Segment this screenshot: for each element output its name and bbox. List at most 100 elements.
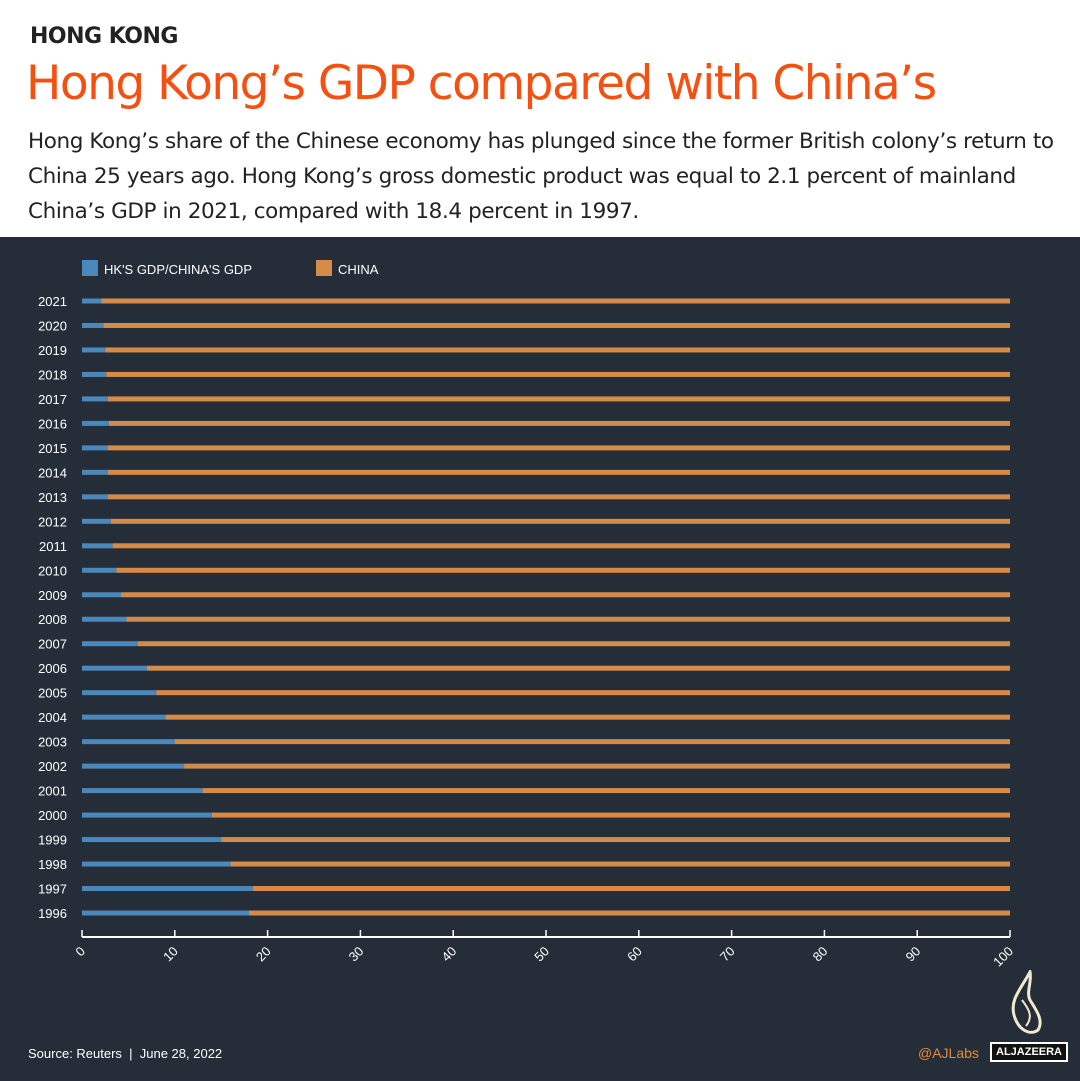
y-tick-label: 2006 xyxy=(38,661,67,676)
y-tick-label: 2014 xyxy=(38,465,67,480)
y-tick-label: 2004 xyxy=(38,710,67,725)
y-tick-label: 1999 xyxy=(38,833,67,848)
bar-hk xyxy=(82,347,106,353)
source-note: Source: Reuters | June 28, 2022 xyxy=(28,1046,223,1061)
y-tick-label: 1997 xyxy=(38,882,67,897)
kicker: HONG KONG xyxy=(30,24,178,49)
x-tick-label: 80 xyxy=(810,944,831,965)
bar-china xyxy=(221,837,1010,843)
bar-china xyxy=(107,469,1010,475)
y-tick-label: 2018 xyxy=(38,367,67,382)
x-tick-label: 50 xyxy=(531,944,552,965)
legend-swatch xyxy=(82,260,98,276)
legend-label: CHINA xyxy=(338,262,379,277)
y-tick-label: 2019 xyxy=(38,343,67,358)
bar-hk xyxy=(82,469,108,475)
bar-china xyxy=(202,788,1010,794)
bar-hk xyxy=(82,494,108,500)
brand-logo: ALJAZEERA xyxy=(990,1042,1069,1062)
handle: @AJLabs xyxy=(918,1045,979,1061)
x-tick-label: 70 xyxy=(717,944,738,965)
bar-china xyxy=(101,298,1011,304)
bar-china xyxy=(156,690,1011,696)
bar-hk xyxy=(82,763,185,769)
bar-china xyxy=(107,494,1010,500)
bar-hk xyxy=(82,861,231,867)
bar-hk xyxy=(82,396,108,402)
y-tick-label: 2007 xyxy=(38,637,67,652)
bar-hk xyxy=(82,788,203,794)
bar-hk xyxy=(82,690,157,696)
bar-china xyxy=(103,322,1011,328)
y-tick-label: 2013 xyxy=(38,490,67,505)
bar-china xyxy=(252,886,1010,892)
bar-china xyxy=(211,812,1011,818)
y-tick-label: 2012 xyxy=(38,514,67,529)
bar-hk xyxy=(82,567,117,573)
x-tick-label: 10 xyxy=(160,944,181,965)
bar-hk xyxy=(82,886,253,892)
legend-swatch xyxy=(316,260,332,276)
bar-hk xyxy=(82,518,111,524)
y-tick-label: 2015 xyxy=(38,441,67,456)
y-tick-label: 2008 xyxy=(38,612,67,627)
legend-label: HK'S GDP/CHINA'S GDP xyxy=(104,262,252,277)
y-tick-label: 2002 xyxy=(38,759,67,774)
y-tick-label: 2017 xyxy=(38,392,67,407)
y-tick-label: 2009 xyxy=(38,588,67,603)
chart-title: Hong Kong’s GDP compared with China’s xyxy=(26,56,937,111)
bar-hk xyxy=(82,298,102,304)
bar-hk xyxy=(82,445,108,451)
bar-hk xyxy=(82,371,107,377)
y-tick-label: 2011 xyxy=(39,539,67,554)
y-tick-label: 2000 xyxy=(38,808,67,823)
chart-panel xyxy=(0,237,1080,1081)
bar-china xyxy=(108,420,1011,426)
y-tick-label: 2010 xyxy=(38,563,67,578)
chart-subtitle: Hong Kong’s share of the Chinese economy… xyxy=(28,129,1054,224)
x-tick-label: 0 xyxy=(72,944,88,960)
x-tick-label: 90 xyxy=(902,944,923,965)
bar-china xyxy=(106,371,1011,377)
bar-china xyxy=(146,665,1010,671)
bar-hk xyxy=(82,641,138,647)
bar-china xyxy=(112,543,1010,549)
bar-china xyxy=(105,347,1010,353)
bar-hk xyxy=(82,322,104,328)
y-tick-label: 2005 xyxy=(38,686,67,701)
y-tick-label: 2003 xyxy=(38,735,67,750)
bar-china xyxy=(184,763,1010,769)
bar-hk xyxy=(82,837,222,843)
y-tick-label: 2020 xyxy=(38,318,67,333)
y-tick-label: 2001 xyxy=(38,784,67,799)
bar-china xyxy=(137,641,1010,647)
y-tick-label: 1996 xyxy=(38,906,67,921)
bar-china xyxy=(110,518,1010,524)
x-tick-label: 60 xyxy=(624,944,645,965)
x-tick-label: 20 xyxy=(253,944,274,965)
bar-china xyxy=(107,396,1010,402)
bar-china xyxy=(174,739,1011,745)
bar-china xyxy=(165,714,1010,720)
y-tick-label: 2016 xyxy=(38,416,67,431)
bar-hk xyxy=(82,910,250,916)
y-tick-label: 1998 xyxy=(38,857,67,872)
bar-china xyxy=(230,861,1011,867)
bar-china xyxy=(120,592,1010,598)
bar-hk xyxy=(82,420,109,426)
bar-china xyxy=(116,567,1010,573)
bar-hk xyxy=(82,812,212,818)
bar-hk xyxy=(82,665,147,671)
x-tick-label: 100 xyxy=(990,944,1016,970)
bar-hk xyxy=(82,714,166,720)
bar-china xyxy=(249,910,1011,916)
bar-hk xyxy=(82,543,113,549)
y-tick-label: 2021 xyxy=(38,294,67,309)
bar-hk xyxy=(82,592,121,598)
x-tick-label: 30 xyxy=(346,944,367,965)
bar-china xyxy=(107,445,1010,451)
bar-china xyxy=(126,616,1010,622)
bar-hk xyxy=(82,739,175,745)
x-tick-label: 40 xyxy=(438,944,459,965)
